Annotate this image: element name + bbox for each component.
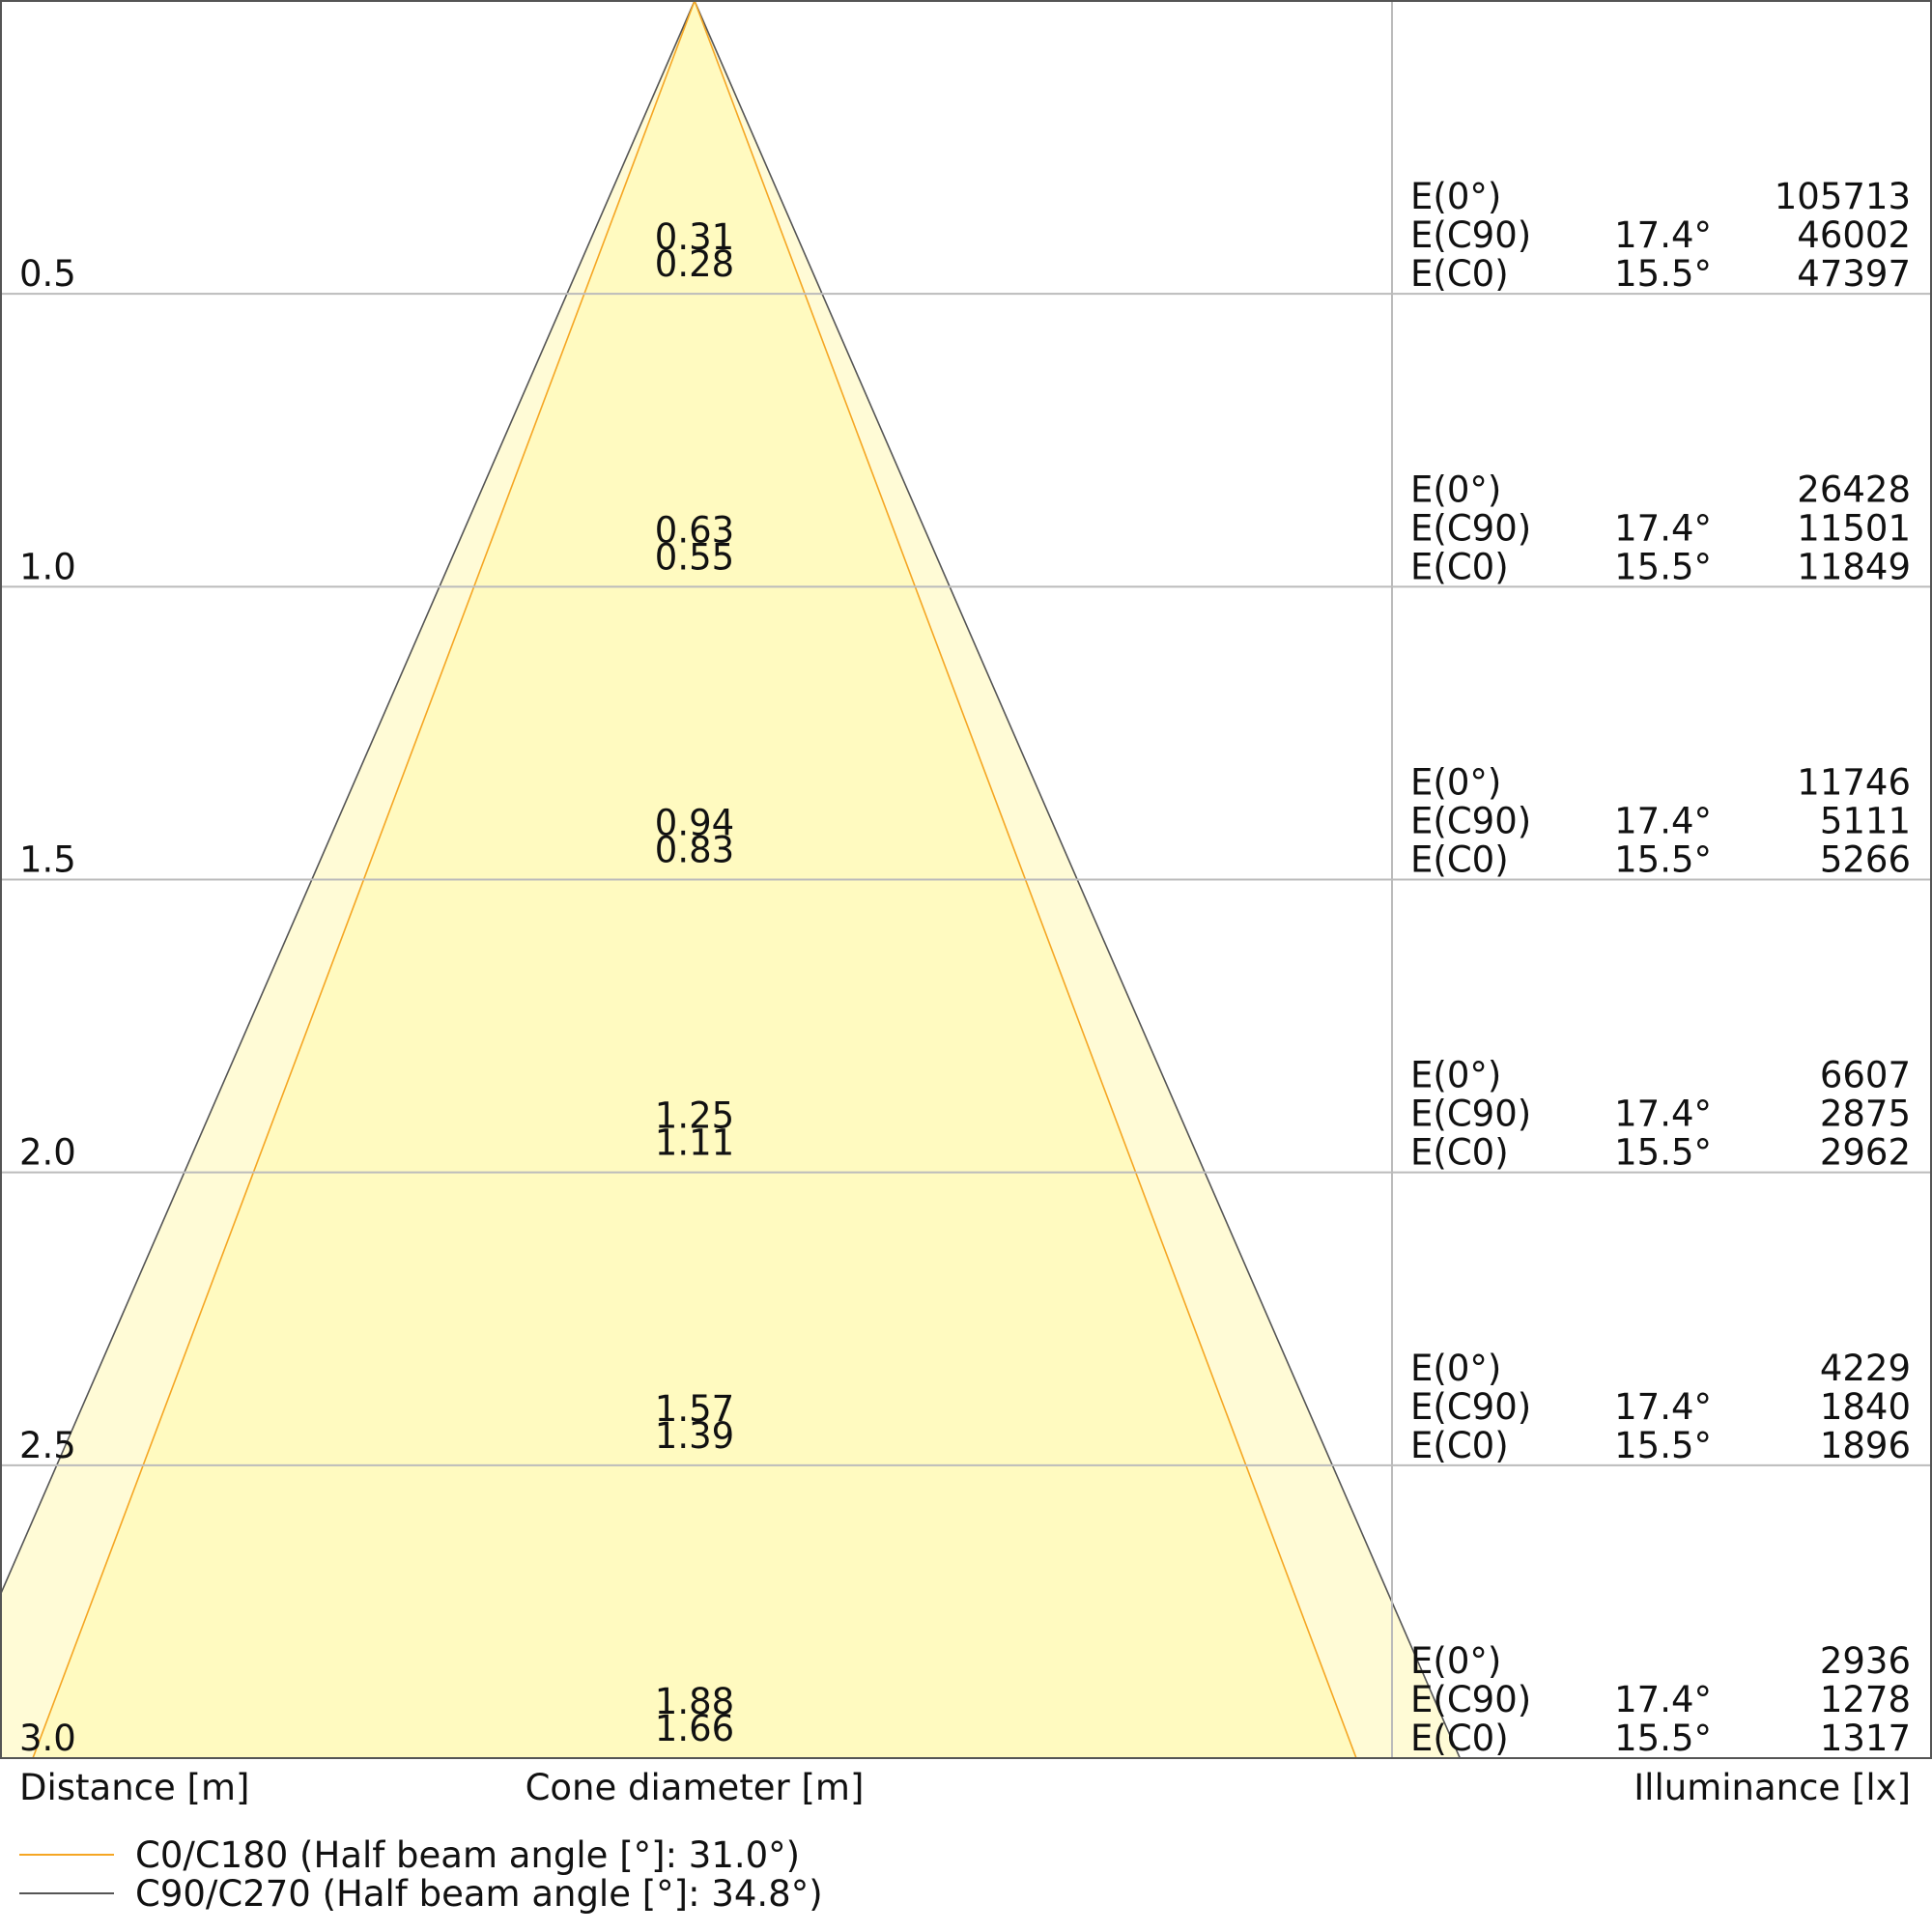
illuminance-value: 46002 <box>1797 214 1911 256</box>
illuminance-row-angle: 15.5° <box>1614 1718 1712 1759</box>
grid-layer <box>0 1 1931 1758</box>
distance-tick-label: 3.0 <box>19 1718 76 1759</box>
illuminance-row-label: E(C90) <box>1410 1679 1531 1720</box>
y-axis-label: Distance [m] <box>19 1767 249 1808</box>
illuminance-value: 6607 <box>1820 1055 1911 1096</box>
illuminance-value: 1317 <box>1820 1718 1911 1759</box>
distance-tick-label: 1.5 <box>19 839 76 881</box>
right-axis-label: Illuminance [lx] <box>1634 1767 1911 1808</box>
cone-diameter-c90-label: 0.31 <box>655 216 734 258</box>
illuminance-row-label: E(C90) <box>1410 1094 1531 1135</box>
illuminance-row-label: E(0°) <box>1410 1640 1501 1682</box>
legend-label-c0: C0/C180 (Half beam angle [°]: 31.0°) <box>135 1834 800 1876</box>
illuminance-row-angle: 17.4° <box>1614 507 1712 549</box>
illuminance-value: 2875 <box>1820 1094 1911 1135</box>
cone-diameter-c0-label: 0.83 <box>655 830 734 871</box>
illuminance-value: 11746 <box>1797 762 1911 804</box>
illuminance-row-angle: 15.5° <box>1614 253 1712 295</box>
illuminance-row-label: E(C0) <box>1410 253 1509 295</box>
cone-diameter-c90-label: 1.57 <box>655 1388 734 1430</box>
illuminance-row-label: E(C0) <box>1410 1718 1509 1759</box>
illuminance-row-label: E(0°) <box>1410 469 1501 510</box>
illuminance-row-label: E(0°) <box>1410 176 1501 217</box>
illuminance-value: 11501 <box>1797 507 1911 549</box>
illuminance-row-angle: 17.4° <box>1614 214 1712 256</box>
illuminance-value: 2962 <box>1820 1132 1911 1174</box>
cone-diameter-c0-label: 1.11 <box>655 1122 734 1164</box>
illuminance-row-angle: 17.4° <box>1614 1679 1712 1720</box>
distance-tick-label: 2.0 <box>19 1132 76 1174</box>
legend-label-c90: C90/C270 (Half beam angle [°]: 34.8°) <box>135 1873 823 1915</box>
illuminance-value: 2936 <box>1820 1640 1911 1682</box>
illuminance-row-label: E(C0) <box>1410 546 1509 587</box>
illuminance-value: 5111 <box>1820 801 1911 842</box>
illuminance-value: 47397 <box>1797 253 1911 295</box>
illuminance-row-label: E(C90) <box>1410 1386 1531 1428</box>
illuminance-row-label: E(C90) <box>1410 507 1531 549</box>
legend: C0/C180 (Half beam angle [°]: 31.0°) C90… <box>19 1834 823 1915</box>
illuminance-value: 1840 <box>1820 1386 1911 1428</box>
illuminance-row-label: E(C90) <box>1410 214 1531 256</box>
cone-diameter-c0-label: 0.28 <box>655 243 734 285</box>
illuminance-row-angle: 15.5° <box>1614 1132 1712 1174</box>
illuminance-row-angle: 15.5° <box>1614 839 1712 881</box>
illuminance-row-angle: 15.5° <box>1614 546 1712 587</box>
illuminance-row-label: E(C0) <box>1410 1132 1509 1174</box>
illuminance-value: 26428 <box>1797 469 1911 510</box>
illuminance-value: 11849 <box>1797 546 1911 587</box>
illuminance-row-label: E(0°) <box>1410 1348 1501 1389</box>
illuminance-row-label: E(0°) <box>1410 762 1501 804</box>
illuminance-row-angle: 17.4° <box>1614 801 1712 842</box>
illuminance-value: 5266 <box>1820 839 1911 881</box>
cone-diameter-c90-label: 1.25 <box>655 1095 734 1137</box>
x-axis-label: Cone diameter [m] <box>526 1767 865 1808</box>
illuminance-value: 1896 <box>1820 1425 1911 1466</box>
illuminance-value: 105713 <box>1775 176 1911 217</box>
distance-tick-label: 2.5 <box>19 1425 76 1466</box>
illuminance-row-label: E(C90) <box>1410 801 1531 842</box>
illuminance-row-angle: 15.5° <box>1614 1425 1712 1466</box>
cone-diameter-c0-label: 0.55 <box>655 536 734 578</box>
illuminance-row-label: E(0°) <box>1410 1055 1501 1096</box>
labels-layer: 0.5 0.310.28 E(0°) 105713 E(C90) 17.4° 46002 E(… <box>19 176 1911 1759</box>
cone-diameter-c0-label: 1.66 <box>655 1708 734 1749</box>
cone-diameter-c90-label: 1.88 <box>655 1681 734 1722</box>
distance-tick-label: 1.0 <box>19 546 76 587</box>
illuminance-row-label: E(C0) <box>1410 839 1509 881</box>
cone-diameter-c0-label: 1.39 <box>655 1415 734 1457</box>
distance-tick-label: 0.5 <box>19 253 76 295</box>
plot-border <box>0 0 1932 1759</box>
illuminance-row-label: E(C0) <box>1410 1425 1509 1466</box>
cone-diameter-c90-label: 0.94 <box>655 803 734 844</box>
illuminance-value: 1278 <box>1820 1679 1911 1720</box>
cone-diameter-c90-label: 0.63 <box>655 509 734 551</box>
illuminance-value: 4229 <box>1820 1348 1911 1389</box>
illuminance-row-angle: 17.4° <box>1614 1386 1712 1428</box>
illuminance-row-angle: 17.4° <box>1614 1094 1712 1135</box>
